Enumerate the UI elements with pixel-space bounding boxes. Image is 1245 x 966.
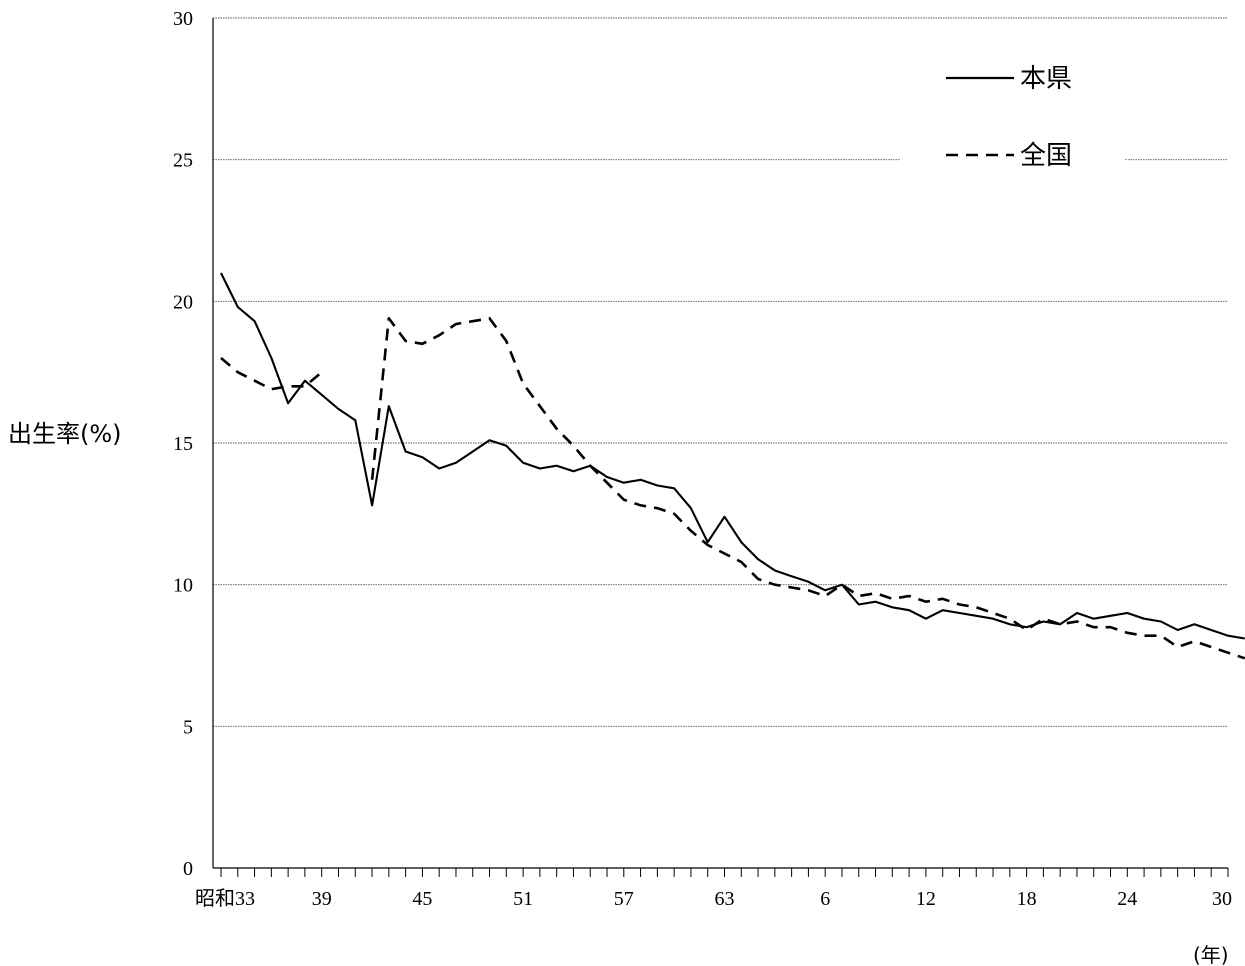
legend-label-honken: 本県 <box>1020 64 1072 94</box>
series-line-zenkoku-0 <box>220 357 323 391</box>
x-tick-label-1: 39 <box>312 888 332 910</box>
x-tick-label-10: 30 <box>1212 888 1232 910</box>
series-line-zenkoku-1 <box>370 316 1245 660</box>
x-tick-label-2: 45 <box>412 888 432 910</box>
x-tick-label-6: 6 <box>820 888 830 910</box>
y-tick-label-0: 0 <box>183 858 193 880</box>
series-line-honken-0 <box>220 272 1245 640</box>
x-unit-label: (年) <box>1193 943 1229 966</box>
y-tick-label-30: 30 <box>173 8 193 30</box>
legend: 本県 全国 <box>900 45 1125 195</box>
y-tick-label-25: 25 <box>173 150 193 172</box>
y-tick-label-10: 10 <box>173 575 193 597</box>
y-axis-title: 出生率(%) <box>8 420 122 448</box>
x-tick-label-3: 51 <box>513 888 533 910</box>
y-tick-label-20: 20 <box>173 291 193 313</box>
x-tick-label-8: 18 <box>1017 888 1037 910</box>
x-tick-label-0: 昭和33 <box>195 887 255 910</box>
y-tick-labels: 0 5 10 15 20 25 30 <box>173 8 193 880</box>
legend-label-zenkoku: 全国 <box>1020 141 1072 171</box>
x-tick-label-5: 63 <box>715 888 735 910</box>
axes <box>212 18 1228 869</box>
x-ticks <box>220 868 1229 877</box>
legend-background <box>900 45 1125 195</box>
x-tick-label-4: 57 <box>614 888 634 910</box>
x-tick-labels: 昭和33 39 45 51 57 63 6 12 18 24 30 <box>195 887 1232 910</box>
x-tick-label-9: 24 <box>1117 888 1137 910</box>
y-tick-label-5: 5 <box>183 716 193 738</box>
y-tick-label-15: 15 <box>173 433 193 455</box>
series-layer <box>220 272 1245 660</box>
x-tick-label-7: 12 <box>916 888 936 910</box>
